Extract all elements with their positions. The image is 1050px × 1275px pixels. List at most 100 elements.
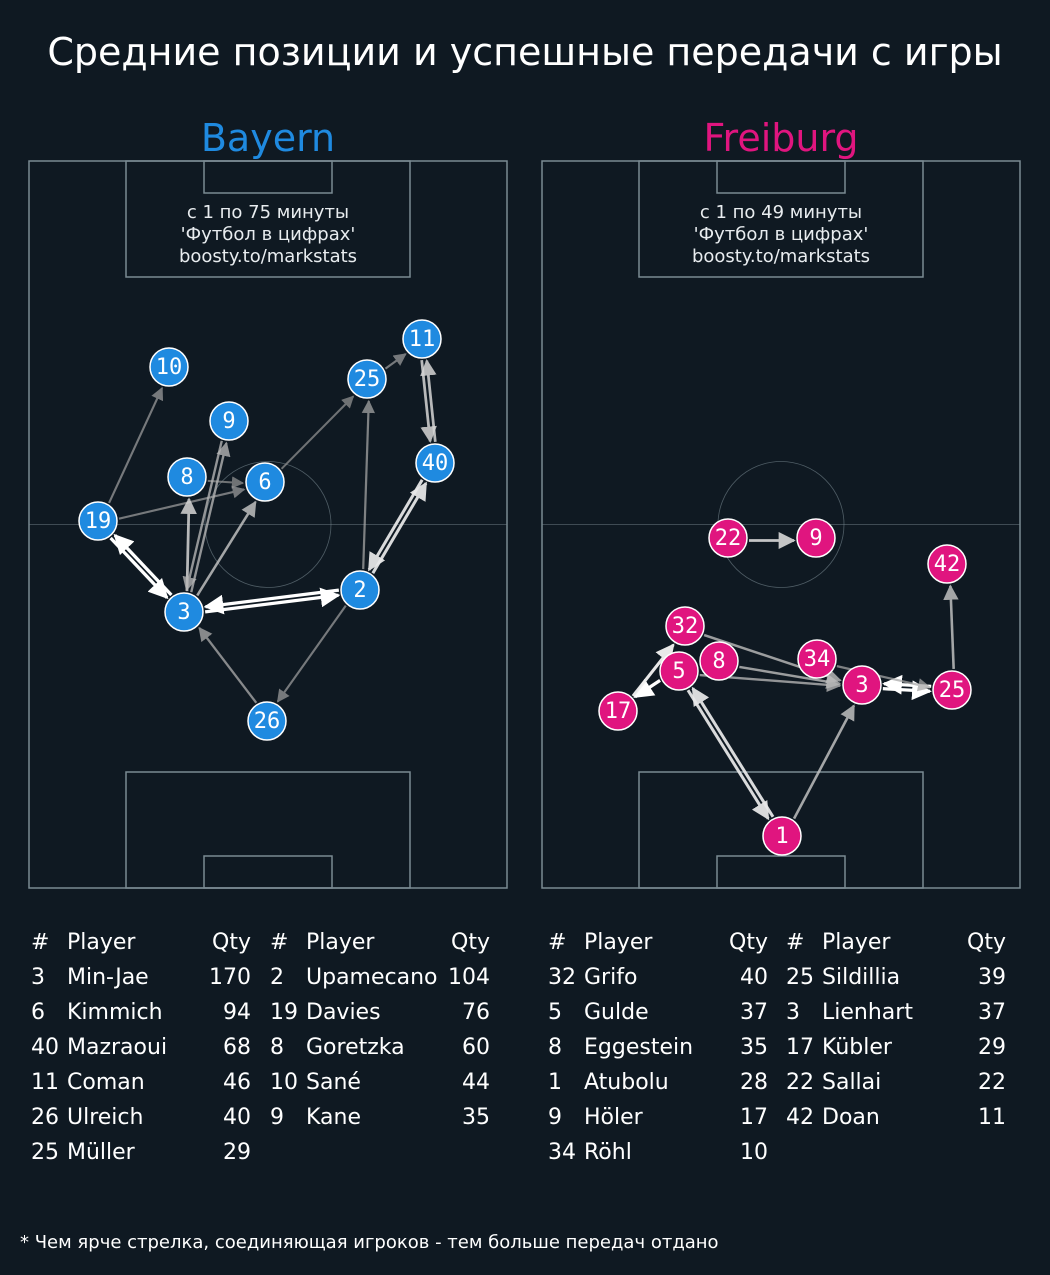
player-marker [340, 570, 380, 610]
player-node-9: 9 [209, 401, 249, 441]
player-name-cell: Müller [67, 1140, 135, 1165]
pass-arrow-5-to-1 [686, 689, 770, 821]
player-name-cell: Ulreich [67, 1105, 144, 1130]
pass-qty-cell: 46 [223, 1070, 251, 1095]
pass-qty-cell: 35 [462, 1105, 490, 1130]
freiburg-source-link: boosty.to/markstats [691, 246, 871, 267]
bayern-source-label: 'Футбол в цифрах' [180, 224, 356, 245]
pass-arrow-3-to-8 [180, 497, 197, 592]
table-row: 34 Röhl 10 [548, 1136, 768, 1171]
player-name-cell: Doan [822, 1105, 880, 1130]
table-row: 10 Sané 44 [270, 1066, 490, 1101]
player-marker [797, 639, 837, 679]
header-number: # [31, 930, 50, 955]
player-number: 2 [353, 578, 366, 603]
player-number-cell: 8 [270, 1035, 284, 1060]
player-marker [598, 691, 638, 731]
freiburg-pitch-info: с 1 по 49 минуты 'Футбол в цифрах' boost… [542, 202, 1020, 268]
player-number-cell: 9 [548, 1105, 562, 1130]
bayern-table-left: # Player Qty 3 Min-Jae 170 6 Kimmich 94 40 Mazraou… [31, 926, 251, 1171]
pass-qty-cell: 10 [740, 1140, 768, 1165]
player-name-cell: Grifo [584, 965, 638, 990]
pass-qty-cell: 76 [462, 1000, 490, 1025]
player-node-3: 3 [164, 592, 204, 632]
player-number-cell: 1 [548, 1070, 562, 1095]
player-number-cell: 26 [31, 1105, 59, 1130]
player-name-cell: Atubolu [584, 1070, 669, 1095]
center-circle [204, 461, 332, 588]
player-number: 22 [715, 526, 742, 551]
player-name-cell: Goretzka [306, 1035, 405, 1060]
player-node-34: 34 [797, 639, 837, 679]
pass-qty-cell: 94 [223, 1000, 251, 1025]
team-title-freiburg: Freiburg [703, 116, 859, 160]
pass-qty-cell: 37 [740, 1000, 768, 1025]
player-number-cell: 11 [31, 1070, 59, 1095]
bayern-pitch: 10 9 8 6 19 3 26 2 25 11 40 [28, 160, 508, 889]
pass-arrow-17-to-32 [631, 643, 675, 698]
player-number: 5 [672, 659, 685, 684]
header-number: # [548, 930, 567, 955]
table-row: 40 Mazraoui 68 [31, 1031, 251, 1066]
pass-arrow-1-to-5 [691, 686, 775, 818]
player-number-cell: 42 [786, 1105, 814, 1130]
pass-arrow-25-to-11 [384, 353, 407, 370]
player-node-5: 5 [659, 651, 699, 691]
freiburg-table-right: # Player Qty 25 Sildillia 39 3 Lienhart 37 17 Kübl… [786, 926, 1006, 1136]
player-node-26: 26 [247, 701, 287, 741]
pass-qty-cell: 44 [462, 1070, 490, 1095]
pass-arrow-2-to-3 [203, 588, 340, 615]
player-number-cell: 3 [31, 965, 45, 990]
player-name-cell: Kimmich [67, 1000, 163, 1025]
player-marker [247, 701, 287, 741]
pass-qty-cell: 29 [978, 1035, 1006, 1060]
player-marker [927, 544, 967, 584]
pass-arrow-2-to-26 [276, 605, 347, 703]
bayern-source-link: boosty.to/markstats [178, 246, 358, 267]
player-node-6: 6 [245, 462, 285, 502]
player-marker [932, 670, 972, 710]
table-header: # Player Qty [270, 926, 490, 961]
player-node-3: 3 [842, 665, 882, 705]
player-marker [209, 401, 249, 441]
player-number-cell: 40 [31, 1035, 59, 1060]
top-goal-area [203, 160, 333, 194]
player-marker [659, 651, 699, 691]
player-node-9: 9 [796, 518, 836, 558]
table-row: 32 Grifo 40 [548, 961, 768, 996]
player-name-cell: Höler [584, 1105, 643, 1130]
pass-qty-cell: 28 [740, 1070, 768, 1095]
player-number: 1 [775, 824, 788, 849]
player-number-cell: 10 [270, 1070, 298, 1095]
player-name-cell: Mazraoui [67, 1035, 168, 1060]
player-number-cell: 8 [548, 1035, 562, 1060]
table-row: 25 Sildillia 39 [786, 961, 1006, 996]
table-row: 11 Coman 46 [31, 1066, 251, 1101]
pass-arrow-5-to-17 [633, 678, 661, 699]
pass-arrow-26-to-3 [198, 626, 258, 704]
player-marker [402, 319, 442, 359]
player-node-42: 42 [927, 544, 967, 584]
table-row: 8 Eggestein 35 [548, 1031, 768, 1066]
pass-qty-cell: 35 [740, 1035, 768, 1060]
table-row: 19 Davies 76 [270, 996, 490, 1031]
player-marker [699, 641, 739, 681]
table-header: # Player Qty [786, 926, 1006, 961]
page-title: Средние позиции и успешные передачи с иг… [47, 30, 1003, 74]
player-number: 3 [855, 673, 868, 698]
player-name-cell: Sildillia [822, 965, 901, 990]
player-name-cell: Min-Jae [67, 965, 149, 990]
pass-arrow-3-to-6 [196, 500, 257, 597]
pass-arrow-19-to-3 [109, 536, 169, 600]
player-marker [708, 518, 748, 558]
bayern-time-range: с 1 по 75 минуты [186, 202, 350, 223]
header-qty: Qty [451, 930, 490, 955]
pass-arrow-6-to-25 [280, 395, 355, 470]
player-name-cell: Davies [306, 1000, 381, 1025]
player-number-cell: 6 [31, 1000, 45, 1025]
pass-qty-cell: 29 [223, 1140, 251, 1165]
table-row: 1 Atubolu 28 [548, 1066, 768, 1101]
team-title-bayern: Bayern [200, 116, 336, 160]
player-name-cell: Sallai [822, 1070, 882, 1095]
pass-qty-cell: 11 [978, 1105, 1006, 1130]
